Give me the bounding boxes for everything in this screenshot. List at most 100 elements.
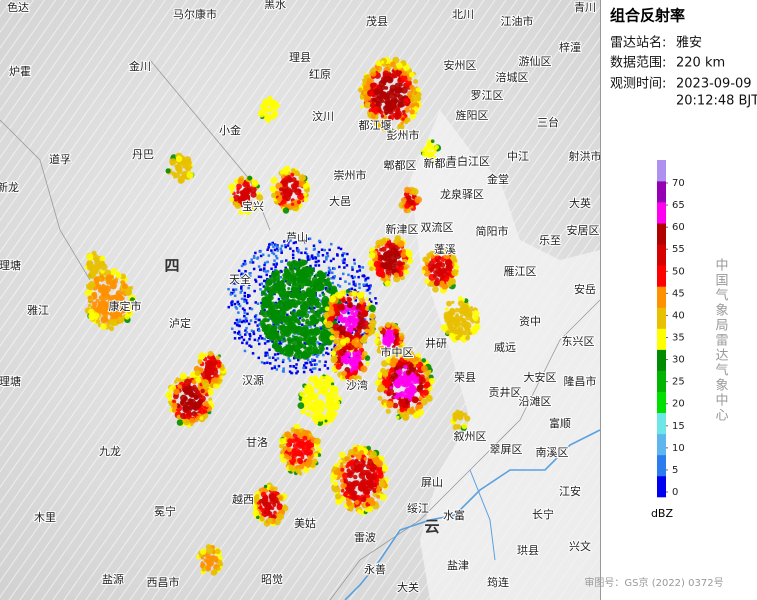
echo-pixel xyxy=(352,283,356,286)
legend-tick-label: 25 xyxy=(672,377,685,388)
echo-cell xyxy=(316,410,322,417)
echo-cell xyxy=(120,273,127,280)
echo-cell xyxy=(303,197,309,202)
echo-pixel xyxy=(342,272,345,276)
echo-cell xyxy=(370,71,377,77)
echo-cell xyxy=(398,353,403,358)
echo-pixel xyxy=(312,353,315,356)
echo-cell xyxy=(450,311,454,316)
echo-pixel xyxy=(269,275,272,278)
echo-pixel xyxy=(253,315,257,318)
echo-pixel xyxy=(286,244,290,247)
echo-cell xyxy=(411,188,419,196)
echo-cell xyxy=(398,380,403,385)
echo-pixel xyxy=(275,257,279,260)
echo-cell xyxy=(359,450,364,455)
echo-cell xyxy=(437,269,441,273)
echo-pixel xyxy=(278,340,281,343)
echo-cell xyxy=(384,378,392,386)
echo-cell xyxy=(356,509,362,514)
echo-pixel xyxy=(235,318,239,322)
echo-pixel xyxy=(351,268,354,271)
echo-cell xyxy=(387,115,392,120)
echo-cell xyxy=(302,302,307,307)
echo-pixel xyxy=(263,337,266,341)
echo-pixel xyxy=(259,288,262,291)
echo-pixel xyxy=(304,251,307,254)
echo-cell xyxy=(383,123,390,130)
echo-pixel xyxy=(341,259,345,262)
place-label: 中江 xyxy=(507,150,529,163)
echo-cell xyxy=(119,296,125,302)
echo-pixel xyxy=(308,237,312,240)
echo-cell xyxy=(396,62,403,69)
place-label: 芦山 xyxy=(286,231,308,244)
place-label: 北川 xyxy=(452,8,474,21)
echo-cell xyxy=(98,285,105,293)
echo-pixel xyxy=(236,332,240,335)
echo-cell xyxy=(382,76,389,83)
echo-cell xyxy=(336,326,341,331)
legend-swatch xyxy=(657,328,666,350)
echo-pixel xyxy=(267,290,270,293)
echo-pixel xyxy=(308,257,311,261)
echo-cell xyxy=(278,496,283,501)
echo-cell xyxy=(298,181,304,187)
echo-cell xyxy=(472,310,480,317)
echo-cell xyxy=(375,337,380,342)
echo-cell xyxy=(233,194,240,202)
echo-cell xyxy=(211,555,219,563)
echo-cell xyxy=(365,361,370,366)
echo-cell xyxy=(304,440,311,447)
echo-cell xyxy=(284,268,289,273)
echo-cell xyxy=(236,183,243,190)
place-label: 崇州市 xyxy=(334,168,367,182)
echo-cell xyxy=(446,300,452,307)
echo-pixel xyxy=(252,267,256,271)
echo-pixel xyxy=(247,322,251,326)
echo-cell xyxy=(360,459,366,465)
echo-pixel xyxy=(237,330,241,333)
echo-cell xyxy=(393,382,398,387)
echo-cell xyxy=(348,375,355,382)
echo-pixel xyxy=(328,268,332,272)
echo-cell xyxy=(450,254,457,262)
echo-pixel xyxy=(309,325,312,328)
echo-pixel xyxy=(260,361,264,364)
echo-pixel xyxy=(331,281,334,285)
echo-cell xyxy=(330,479,334,483)
credit-text: 中国气象局雷达气象中心 xyxy=(713,258,729,423)
echo-cell xyxy=(297,443,304,449)
echo-pixel xyxy=(240,297,244,301)
place-label: 梓潼 xyxy=(559,40,581,54)
echo-cell xyxy=(332,329,340,336)
echo-cell xyxy=(251,180,259,187)
echo-pixel xyxy=(237,277,240,280)
place-label: 木里 xyxy=(34,511,56,524)
echo-cell xyxy=(417,384,424,391)
echo-cell xyxy=(395,365,400,371)
echo-cell xyxy=(323,329,329,335)
echo-cell xyxy=(205,403,210,408)
echo-pixel xyxy=(263,342,267,345)
echo-cell xyxy=(383,265,388,270)
echo-cell xyxy=(277,289,284,296)
place-label: 双流区 xyxy=(421,220,454,234)
echo-pixel xyxy=(274,254,278,258)
echo-pixel xyxy=(240,289,243,292)
echo-pixel xyxy=(258,318,261,322)
echo-cell xyxy=(309,308,315,314)
echo-pixel xyxy=(231,300,234,303)
echo-cell xyxy=(302,311,306,315)
echo-cell xyxy=(182,419,187,423)
echo-cell xyxy=(263,317,268,323)
legend-tick-label: 35 xyxy=(672,333,685,344)
echo-pixel xyxy=(320,327,323,330)
echo-cell xyxy=(345,289,350,294)
echo-cell xyxy=(402,110,406,114)
echo-pixel xyxy=(243,320,247,324)
legend-swatch xyxy=(657,454,666,477)
echo-pixel xyxy=(236,300,240,304)
echo-cell xyxy=(425,394,433,402)
